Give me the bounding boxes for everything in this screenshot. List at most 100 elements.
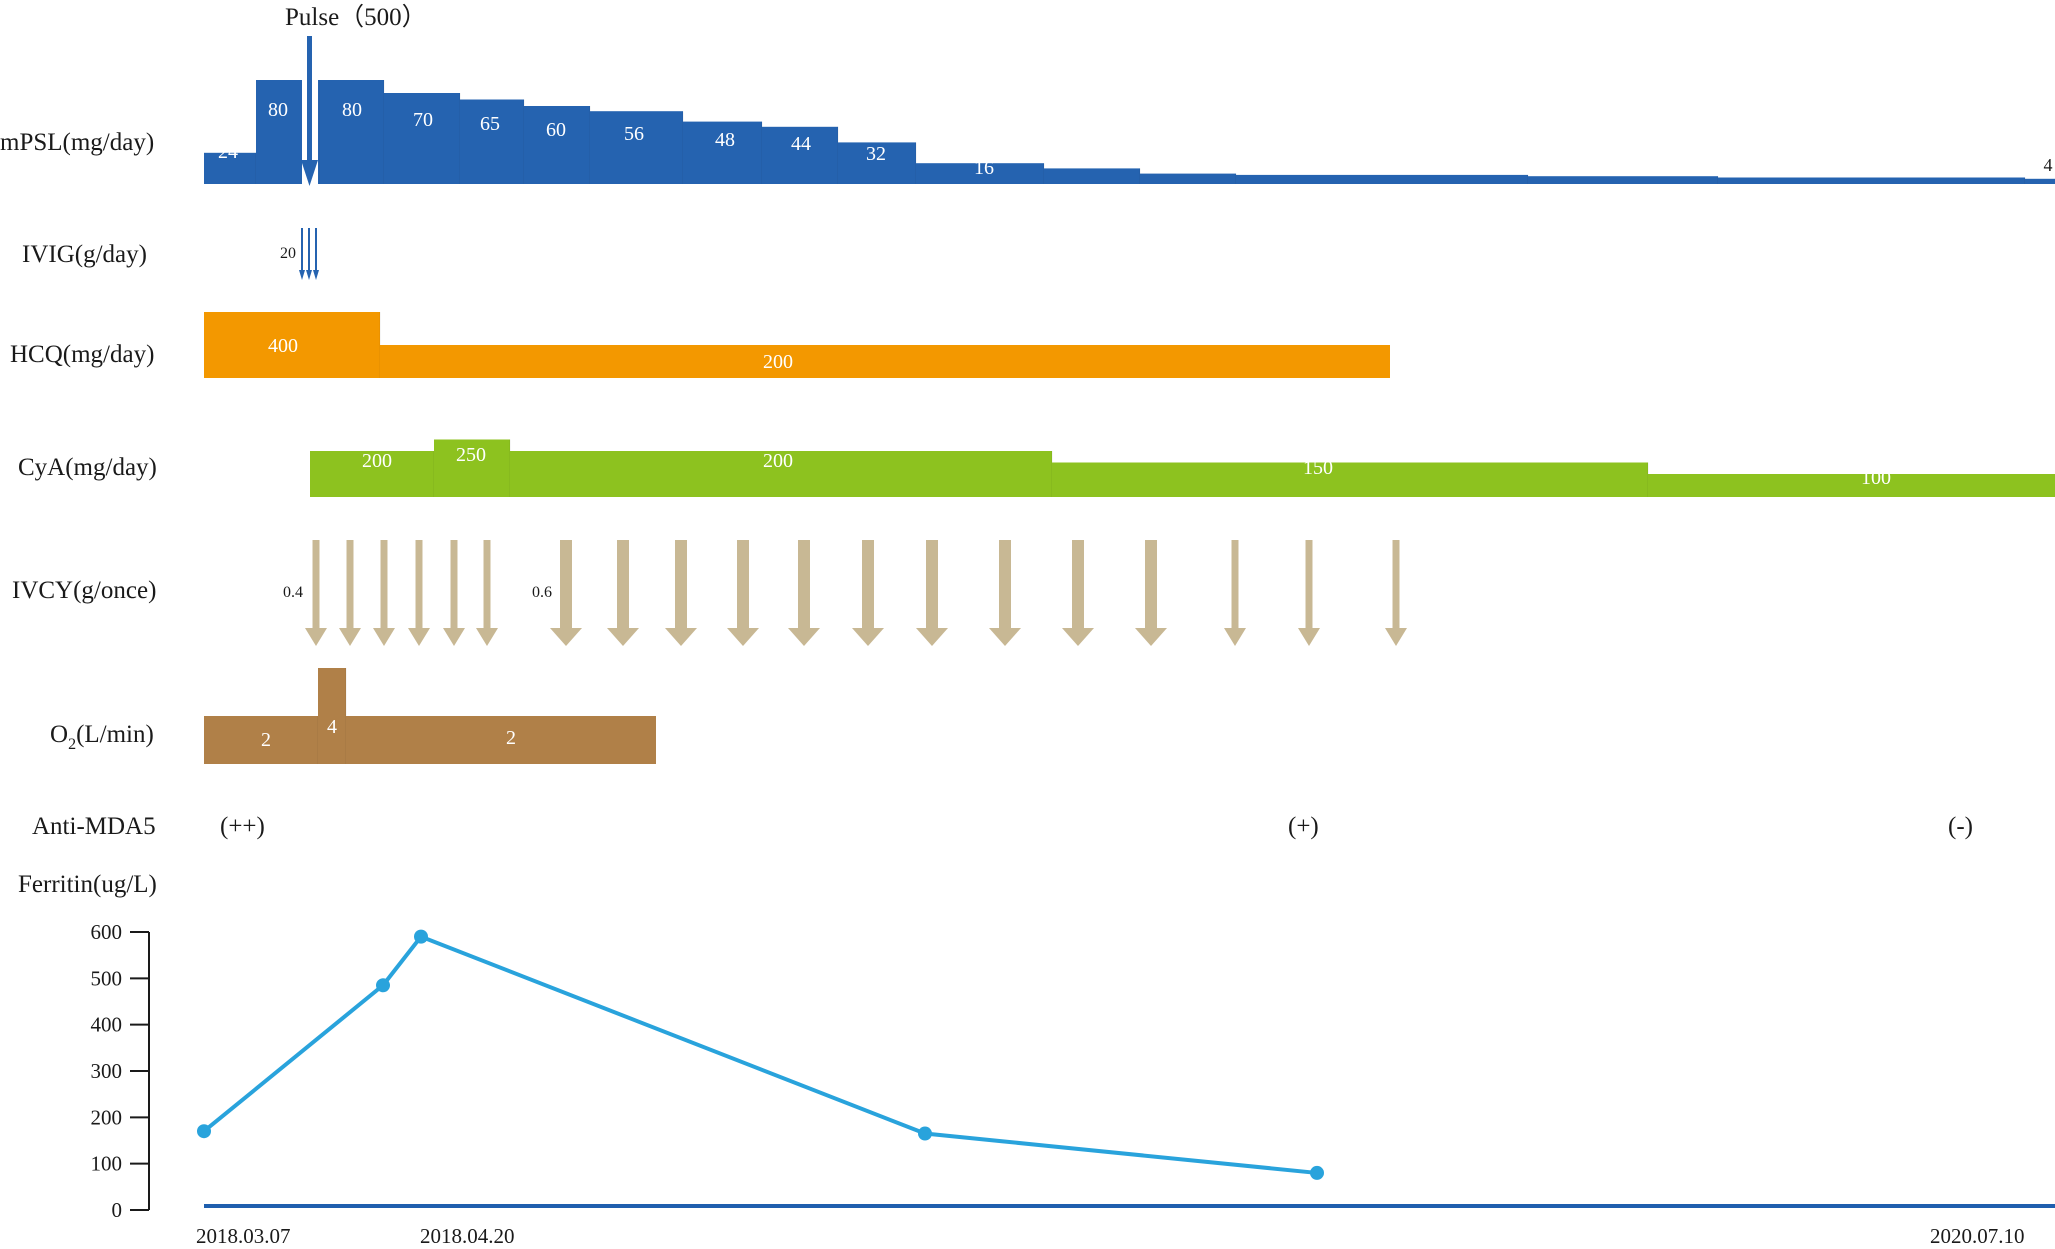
ivcy-arrow-1 xyxy=(312,540,320,630)
mpsl-bar-5 xyxy=(460,99,524,184)
mpsl-value-label-7: 56 xyxy=(624,123,644,145)
ivcy-arrow-3 xyxy=(380,540,388,630)
o2-value-label-2: 4 xyxy=(327,716,337,738)
mpsl-value-label-8: 48 xyxy=(715,129,735,151)
cya-value-label-1: 200 xyxy=(362,450,392,472)
hcq-bar-1 xyxy=(204,312,380,378)
o2-value-label-1: 2 xyxy=(261,729,271,751)
o2-bar-1 xyxy=(204,716,318,764)
ferritin-tick-label-300: 300 xyxy=(91,1059,123,1083)
ivcy-arrow-8 xyxy=(617,540,629,630)
mpsl-bar-7 xyxy=(590,111,683,184)
o2-label-unit: (L/min) xyxy=(76,721,154,748)
row-label-ivig: IVIG(g/day) xyxy=(22,241,147,268)
o2-value-label-3: 2 xyxy=(506,727,516,749)
mpsl-value-label-11: 16 xyxy=(974,157,994,179)
cya-bar-3 xyxy=(510,451,1052,497)
ivcy-series xyxy=(305,540,1407,646)
mpsl-value-label-5: 65 xyxy=(480,113,500,135)
ivcy-arrow-6 xyxy=(483,540,491,630)
ferritin-line xyxy=(202,934,1318,1175)
ivig-series xyxy=(299,228,319,280)
mpsl-bar-6 xyxy=(524,106,590,184)
row-label-mpsl: mPSL(mg/day) xyxy=(0,129,154,156)
ivig-dose-label: 20 xyxy=(280,245,296,262)
pulse-arrow xyxy=(301,36,318,186)
mpsl-value-label-3: 80 xyxy=(342,99,362,121)
anti-mda5-value-3: (-) xyxy=(1948,813,1973,840)
cya-value-label-2: 250 xyxy=(456,444,486,466)
ivcy-arrow-14 xyxy=(999,540,1011,630)
mpsl-bar-1 xyxy=(204,152,256,184)
ivcy-arrow-9 xyxy=(675,540,687,630)
mpsl-bar-14 xyxy=(1236,174,1528,184)
hcq-series: 400 200 xyxy=(204,312,1390,378)
ivcy-arrow-10 xyxy=(737,540,749,630)
row-label-ferritin: Ferritin(ug/L) xyxy=(18,871,157,898)
x-label-start: 2018.03.07 xyxy=(196,1224,291,1248)
o2-bar-3 xyxy=(346,716,656,764)
ferritin-tick-label-200: 200 xyxy=(91,1105,123,1129)
mpsl-bar-8 xyxy=(683,121,762,184)
cya-bar-4 xyxy=(1052,462,1648,497)
o2-series: 2 4 2 xyxy=(204,668,656,764)
o2-label-sub: 2 xyxy=(68,736,76,753)
mpsl-value-label-4: 70 xyxy=(413,109,433,131)
ferritin-point-1 xyxy=(197,1124,211,1139)
ivcy-arrow-19 xyxy=(1392,540,1400,630)
ferritin-tick-label-500: 500 xyxy=(91,966,123,990)
o2-bar-2 xyxy=(318,668,346,764)
ivcy-arrow-17 xyxy=(1231,540,1239,630)
mpsl-value-label-9: 44 xyxy=(791,133,811,155)
ivcy-arrow-13 xyxy=(926,540,938,630)
ivcy-arrow-11 xyxy=(798,540,810,630)
ivcy-dose-label-2: 0.6 xyxy=(532,584,552,601)
ivcy-arrow-18 xyxy=(1305,540,1313,630)
ferritin-point-5 xyxy=(1310,1165,1324,1180)
ferritin-tick-label-600: 600 xyxy=(91,920,123,944)
ferritin-series xyxy=(197,929,1324,1180)
cya-series: 200 250 200 150 100 xyxy=(310,439,2055,497)
ferritin-point-3 xyxy=(414,929,428,944)
cya-bar-1 xyxy=(310,451,434,497)
cya-value-label-4: 150 xyxy=(1303,457,1333,479)
ivcy-arrow-12 xyxy=(862,540,874,630)
ivcy-arrow-4 xyxy=(415,540,423,630)
cya-value-label-5: 100 xyxy=(1861,467,1891,489)
row-label-anti-mda5: Anti-MDA5 xyxy=(32,813,156,840)
hcq-bar-2 xyxy=(380,345,1390,378)
mpsl-bar-11 xyxy=(916,163,1044,184)
mpsl-value-label-1: 24 xyxy=(218,141,238,163)
ferritin-tick-label-100: 100 xyxy=(91,1152,123,1176)
cya-bar-2 xyxy=(434,439,510,497)
cya-bar-5 xyxy=(1648,474,2055,497)
ferritin-tick-label-400: 400 xyxy=(91,1013,123,1037)
mpsl-bar-4 xyxy=(384,93,460,184)
mpsl-bar-9 xyxy=(762,126,838,184)
mpsl-value-label-2: 80 xyxy=(268,99,288,121)
hcq-value-label-2: 200 xyxy=(763,351,793,373)
ivcy-arrow-15 xyxy=(1072,540,1084,630)
anti-mda5-value-2: (+) xyxy=(1288,813,1319,840)
row-label-hcq: HCQ(mg/day) xyxy=(10,341,154,368)
mpsl-bar-16 xyxy=(1718,177,2025,184)
pulse-label: Pulse（500） xyxy=(285,3,427,31)
mpsl-value-label-6: 60 xyxy=(546,119,566,141)
mpsl-value-label-17: 4 xyxy=(2044,155,2053,175)
mpsl-bar-3 xyxy=(320,80,384,184)
ivcy-arrow-7 xyxy=(560,540,572,630)
row-label-cya: CyA(mg/day) xyxy=(18,454,157,481)
x-label-mid: 2018.04.20 xyxy=(420,1224,515,1248)
row-label-o2: O2(L/min) xyxy=(50,721,154,753)
o2-label-main: O xyxy=(50,721,68,748)
mpsl-series: 24 80 80 70 65 60 56 48 44 32 16 4 xyxy=(204,80,2055,184)
ferritin-tick-label-0: 0 xyxy=(112,1198,123,1222)
mpsl-bar-12 xyxy=(1044,168,1140,184)
x-label-end: 2020.07.10 xyxy=(1930,1224,2025,1248)
ivcy-arrow-5 xyxy=(450,540,458,630)
mpsl-bar-10 xyxy=(838,142,916,184)
cya-value-label-3: 200 xyxy=(763,450,793,472)
mpsl-bar-13 xyxy=(1140,173,1236,184)
mpsl-bar-15 xyxy=(1528,176,1718,184)
